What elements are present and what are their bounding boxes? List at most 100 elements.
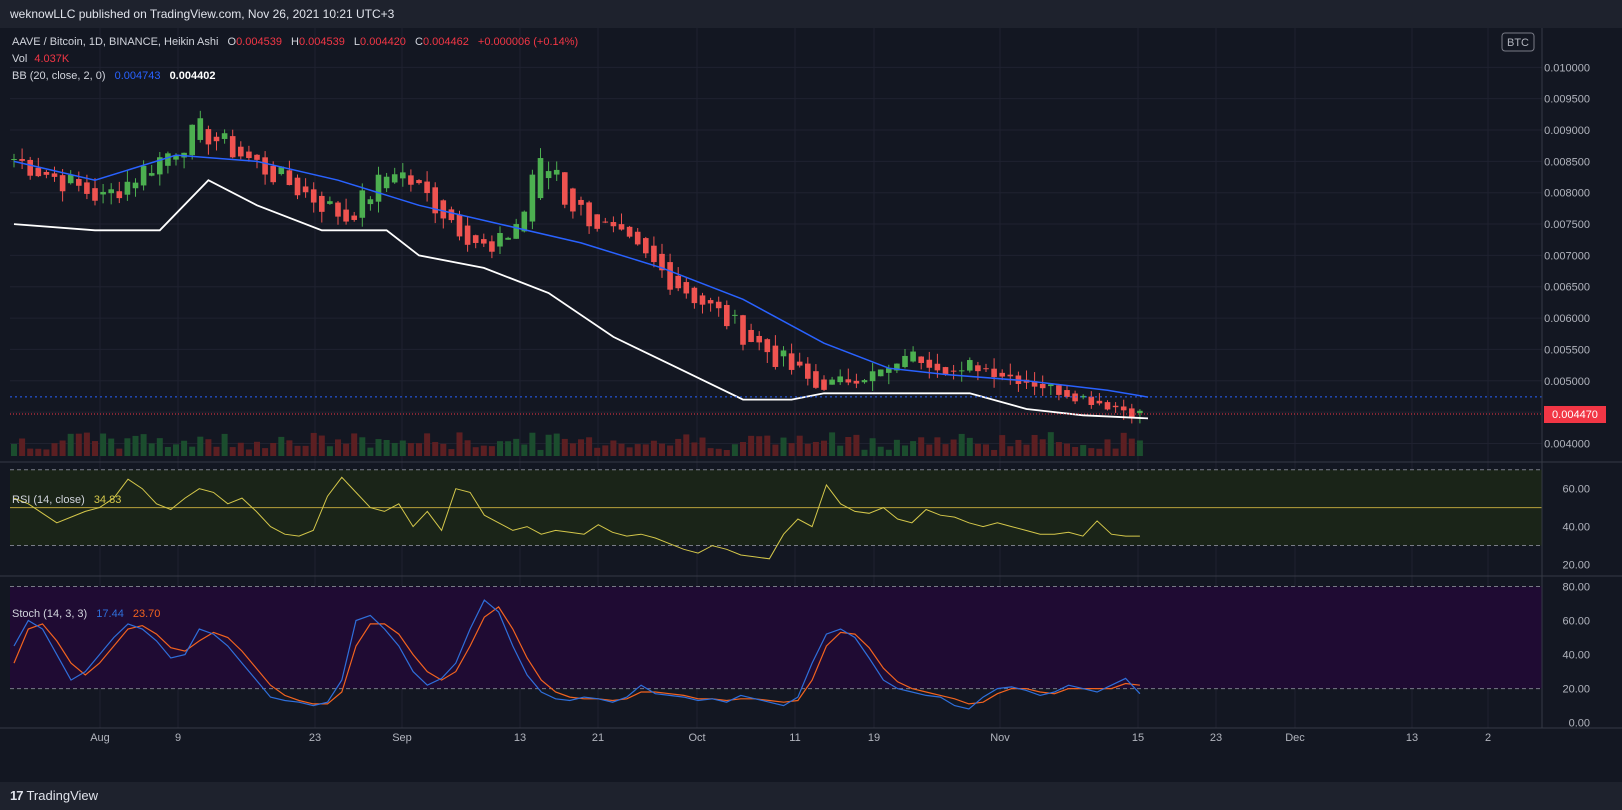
- candles: [11, 110, 1143, 424]
- candle-body: [813, 371, 819, 388]
- y-tick-label: 0.010000: [1544, 62, 1590, 74]
- close-value: 0.004462: [423, 36, 469, 48]
- volume-bar: [19, 438, 26, 456]
- volume-bar: [1080, 445, 1087, 456]
- candle-body: [845, 379, 852, 383]
- y-tick-label: 0.009000: [1544, 125, 1590, 137]
- candle-body: [383, 176, 390, 189]
- candle-body: [578, 199, 584, 205]
- volume-bar: [343, 443, 350, 456]
- x-tick-label: 23: [309, 732, 321, 744]
- candle-body: [967, 360, 973, 371]
- candle-body: [902, 355, 908, 368]
- chart-canvas[interactable]: Aug 9 23 Sep 13 21 Oct 11 19 Nov 15 23 Dec 13 2 0.00400…: [0, 28, 1622, 782]
- volume-bar: [537, 449, 544, 456]
- candle-body: [165, 153, 171, 166]
- volume-bar: [148, 443, 155, 456]
- volume-bar: [740, 442, 746, 456]
- candle-body: [278, 166, 285, 175]
- volume-bar: [618, 443, 625, 456]
- volume-bar: [910, 441, 917, 456]
- candle-body: [975, 365, 981, 372]
- volume-bar: [1112, 448, 1119, 456]
- volume-bar: [926, 444, 933, 456]
- volume-bar: [877, 446, 884, 456]
- candle-body: [448, 209, 455, 221]
- x-tick-label: Dec: [1285, 732, 1305, 744]
- change-value: +0.000006 (+0.14%): [478, 36, 578, 48]
- volume-bar: [448, 449, 455, 456]
- candle-body: [481, 239, 487, 244]
- y-tick-label: 0.007000: [1544, 250, 1590, 262]
- y-tick-label: 0.004000: [1544, 438, 1590, 450]
- svg-text:RSI (14, close) 34.83: RSI (14, close) 34.83: [12, 494, 121, 506]
- volume-bar: [156, 438, 163, 456]
- volume-bar: [707, 448, 714, 456]
- candle-body: [416, 180, 422, 184]
- x-tick-label: 23: [1210, 732, 1222, 744]
- volume-bar: [1055, 442, 1062, 456]
- candle-body: [788, 353, 795, 370]
- volume-bar: [1064, 443, 1070, 456]
- candle-body: [76, 179, 82, 186]
- volume-bar: [456, 432, 463, 456]
- volume-bar: [893, 439, 900, 456]
- candle-body: [1137, 410, 1143, 414]
- candle-body: [1039, 383, 1046, 389]
- candle-body: [1056, 385, 1062, 395]
- volume-bars: [11, 432, 1143, 456]
- volume-bar: [302, 445, 309, 456]
- rsi-tick-label: 20.00: [1562, 560, 1590, 572]
- tradingview-logo[interactable]: 17 TradingView: [10, 788, 98, 803]
- volume-bar: [181, 440, 188, 456]
- y-tick-label: 0.006500: [1544, 282, 1590, 294]
- volume-bar: [569, 443, 576, 456]
- stoch-k-value: 17.44: [96, 608, 124, 620]
- candle-body: [918, 356, 924, 363]
- volume-bar: [999, 435, 1006, 456]
- candle-body: [262, 157, 268, 175]
- candle-body: [432, 187, 438, 214]
- volume-bar: [918, 437, 925, 456]
- candle-body: [667, 262, 673, 290]
- candle-body: [594, 214, 600, 229]
- volume-bar: [237, 442, 244, 456]
- volume-bar: [43, 449, 50, 456]
- volume-bar: [594, 447, 601, 456]
- bb-upper-line: [13, 154, 1149, 398]
- svg-text:Vol 4.037K: Vol 4.037K: [12, 53, 70, 65]
- volume-bar: [561, 438, 568, 456]
- volume-bar: [100, 433, 107, 456]
- bb-lower-value: 0.004402: [170, 70, 216, 82]
- y-tick-label: 0.009500: [1544, 94, 1590, 106]
- volume-bar: [286, 440, 293, 456]
- candle-body: [1088, 396, 1095, 405]
- volume-bar: [278, 436, 285, 456]
- x-tick-label: 2: [1485, 732, 1491, 744]
- candle-body: [294, 177, 301, 196]
- y-tick-label: 0.005000: [1544, 376, 1590, 388]
- volume-bar: [578, 439, 584, 456]
- candle-body: [205, 129, 212, 145]
- candle-body: [1112, 405, 1119, 408]
- stoch-tick-label: 60.00: [1562, 616, 1590, 628]
- candle-body: [148, 173, 155, 176]
- volume-bar: [780, 437, 787, 456]
- candle-body: [310, 189, 317, 203]
- candle-body: [748, 329, 754, 342]
- candle-body: [327, 201, 333, 204]
- candle-body: [570, 188, 576, 212]
- volume-bar: [440, 443, 447, 456]
- candle-body: [43, 171, 50, 175]
- candle-body: [391, 174, 398, 183]
- volume-bar: [108, 438, 115, 456]
- candle-body: [19, 159, 25, 161]
- stoch-pane: [10, 586, 1542, 710]
- volume-bar: [764, 435, 771, 456]
- currency-badge[interactable]: [1501, 32, 1535, 52]
- volume-bar: [35, 448, 42, 456]
- volume-bar: [934, 437, 941, 456]
- candle-body: [108, 189, 114, 194]
- volume-bar: [27, 448, 34, 456]
- x-tick-label: 13: [514, 732, 526, 744]
